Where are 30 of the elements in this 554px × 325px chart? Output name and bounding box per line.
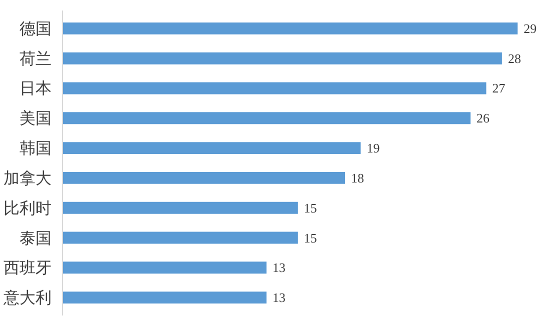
bar (62, 232, 298, 244)
data-label: 27 (492, 80, 506, 96)
y-tick-label: 加拿大 (4, 168, 52, 188)
bar (62, 142, 361, 154)
y-tick-label: 荷兰 (20, 48, 52, 68)
y-tick-label: 西班牙 (4, 258, 52, 278)
y-tick-label: 日本 (20, 78, 52, 98)
bar (62, 22, 518, 34)
bar (62, 262, 267, 274)
data-label: 13 (272, 290, 286, 306)
y-tick-label: 意大利 (2, 288, 52, 308)
bar (62, 112, 471, 124)
y-tick-label: 德国 (20, 18, 52, 38)
data-label: 15 (304, 230, 317, 246)
bar (62, 292, 267, 304)
bar (62, 82, 486, 94)
data-label: 26 (476, 110, 490, 126)
data-label: 18 (351, 170, 364, 186)
bar (62, 202, 298, 214)
y-tick-label: 美国 (20, 108, 52, 128)
data-label: 13 (272, 260, 286, 276)
y-tick-label: 比利时 (4, 198, 52, 218)
y-tick-label: 泰国 (20, 228, 52, 248)
data-label: 29 (524, 20, 537, 36)
data-label: 19 (366, 140, 380, 156)
data-label: 15 (304, 200, 317, 216)
data-label: 28 (508, 50, 521, 66)
bar (62, 52, 502, 64)
bar (62, 172, 345, 184)
y-tick-label: 韩国 (20, 138, 52, 158)
